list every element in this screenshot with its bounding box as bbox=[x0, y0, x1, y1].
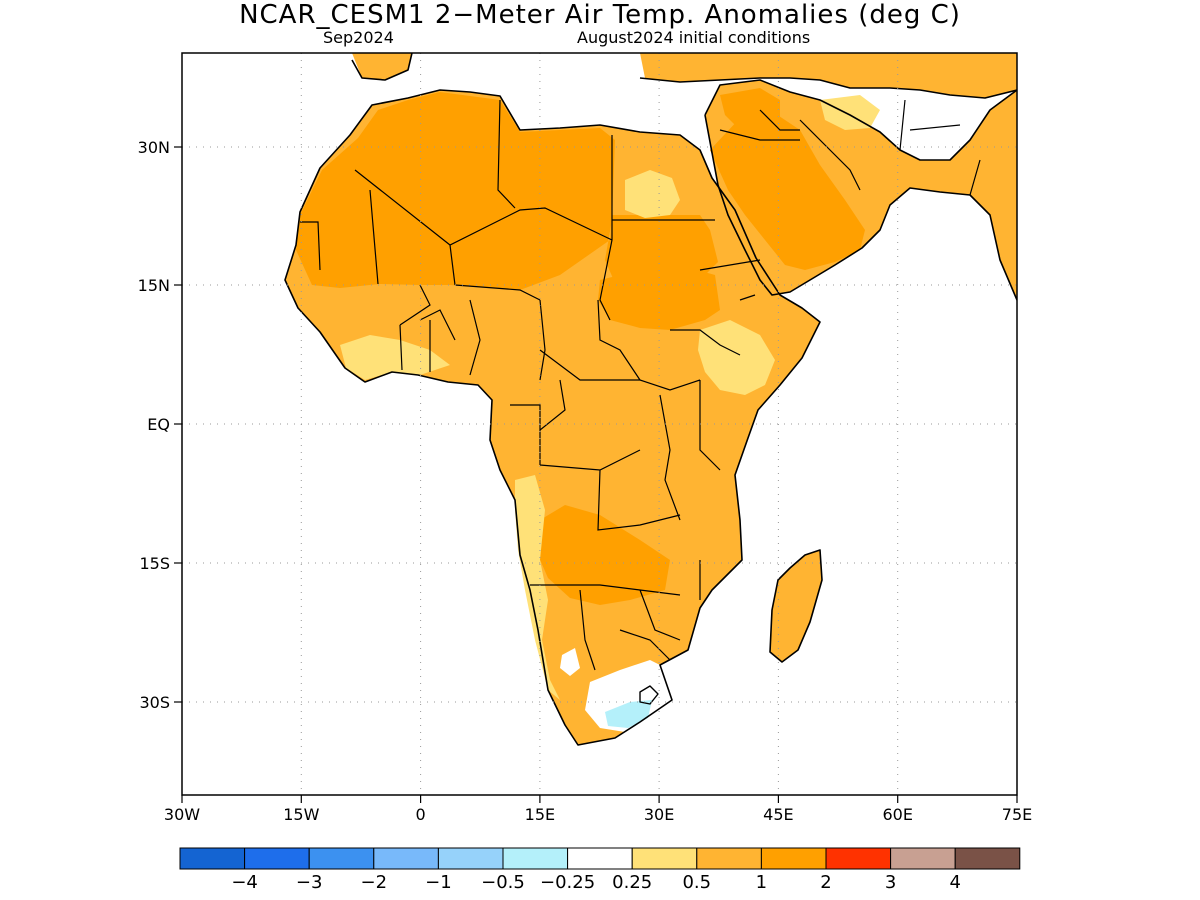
xtick-label: 30E bbox=[644, 805, 674, 824]
colorbar-swatch bbox=[631, 847, 698, 870]
madagascar-coastline bbox=[769, 549, 823, 663]
west-coast-05to1 bbox=[515, 475, 560, 700]
europe-coastline bbox=[639, 77, 1017, 99]
graticule bbox=[182, 53, 1017, 795]
colorbar-swatch bbox=[567, 847, 633, 870]
colorbar-label: −0.5 bbox=[481, 872, 525, 893]
lesotho-border bbox=[639, 685, 659, 705]
xtick-label: 45E bbox=[763, 805, 793, 824]
colorbar-swatch bbox=[179, 847, 246, 870]
map-title: NCAR_CESM1 2−Meter Air Temp. Anomalies (… bbox=[239, 0, 961, 30]
colorbar-label: 0.25 bbox=[612, 872, 652, 893]
colorbar-swatch bbox=[696, 847, 762, 870]
europe-strip bbox=[640, 53, 1017, 98]
xtick-label: 15W bbox=[283, 805, 319, 824]
colorbar-swatch bbox=[502, 847, 569, 870]
north-arabia-1to2 bbox=[720, 88, 780, 140]
xtick-label: 30W bbox=[164, 805, 200, 824]
southern-africa-1to2 bbox=[538, 505, 670, 605]
iran-05to1 bbox=[820, 95, 880, 130]
colorbar-swatch bbox=[890, 847, 956, 870]
colorbar-label: 2 bbox=[820, 872, 831, 893]
colorbar-swatch bbox=[825, 847, 892, 870]
namibia-neutral bbox=[560, 648, 580, 676]
colorbar-swatch bbox=[373, 847, 439, 870]
ytick-label: 15S bbox=[139, 554, 170, 573]
colorbar-label: −2 bbox=[361, 872, 388, 893]
colorbar-swatch bbox=[308, 847, 375, 870]
colorbar-label: 4 bbox=[949, 872, 960, 893]
east-africa-05to1 bbox=[698, 320, 775, 395]
colorbar-swatch bbox=[437, 847, 504, 870]
ytick-label: 30N bbox=[138, 138, 170, 157]
colorbar-swatch bbox=[760, 847, 827, 870]
colorbar-label: 3 bbox=[885, 872, 896, 893]
colorbar-label: −4 bbox=[231, 872, 258, 893]
colorbar-swatch bbox=[244, 847, 310, 870]
africa-coastline bbox=[284, 89, 821, 746]
colorbar-label: 1 bbox=[756, 872, 767, 893]
xtick-label: 0 bbox=[416, 805, 426, 824]
colorbar: −4 −3 −2 −1 −0.5 −0.25 0.25 0.5 1 2 3 4 bbox=[179, 847, 1021, 893]
iberia-strip bbox=[352, 53, 412, 80]
guinea-coast-05to1 bbox=[340, 335, 450, 380]
border-lines bbox=[300, 99, 981, 671]
colorbar-label: −1 bbox=[425, 872, 452, 893]
arabia-1to2 bbox=[710, 110, 865, 270]
axis-ticks bbox=[174, 146, 1018, 803]
coastlines bbox=[284, 53, 1017, 746]
ytick-label: EQ bbox=[147, 415, 170, 434]
x-axis-labels: 30W 15W 0 15E 30E 45E 60E 75E bbox=[164, 805, 1032, 824]
forecast-month: Sep2024 bbox=[323, 28, 394, 47]
colorbar-label: 0.5 bbox=[682, 872, 711, 893]
xtick-label: 15E bbox=[525, 805, 555, 824]
y-axis-labels: 30N 15N EQ 15S 30S bbox=[138, 138, 170, 712]
xtick-label: 75E bbox=[1002, 805, 1032, 824]
xtick-label: 60E bbox=[882, 805, 912, 824]
colorbar-swatch bbox=[954, 847, 1021, 870]
ytick-label: 30S bbox=[139, 693, 170, 712]
colorbar-label: −3 bbox=[296, 872, 323, 893]
egypt-05to1 bbox=[625, 170, 680, 218]
initial-conditions: August2024 initial conditions bbox=[577, 28, 811, 47]
arabia-coastline bbox=[704, 79, 1017, 301]
madagascar bbox=[770, 550, 822, 662]
country-borders bbox=[300, 99, 981, 671]
iberia-coastline bbox=[351, 53, 413, 81]
map-plot-area bbox=[182, 53, 1017, 795]
ytick-label: 15N bbox=[138, 276, 170, 295]
colorbar-label: −0.25 bbox=[540, 872, 595, 893]
